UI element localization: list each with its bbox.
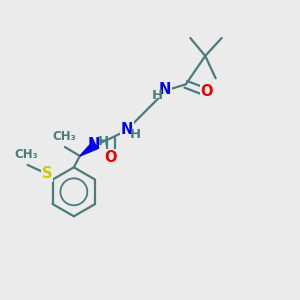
Text: O: O	[200, 84, 213, 99]
Text: H: H	[130, 128, 141, 141]
Polygon shape	[80, 142, 97, 156]
Text: S: S	[42, 167, 52, 182]
Text: H: H	[151, 89, 162, 102]
Text: N: N	[159, 82, 171, 97]
Text: N: N	[88, 137, 100, 152]
Text: N: N	[121, 122, 133, 137]
Text: CH₃: CH₃	[52, 130, 76, 143]
Text: O: O	[104, 150, 116, 165]
Text: H: H	[98, 135, 109, 148]
Text: CH₃: CH₃	[15, 148, 38, 161]
